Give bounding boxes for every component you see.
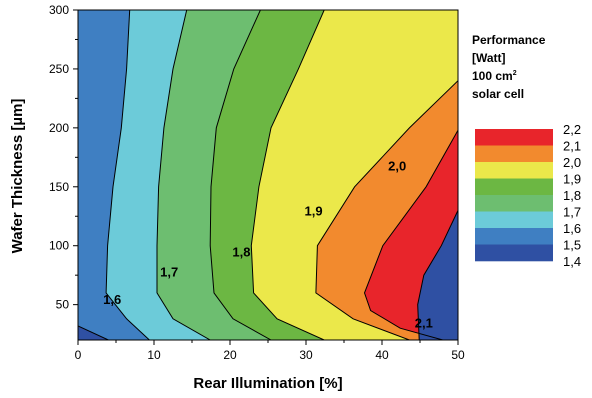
x-axis-title: Rear Illumination [%] — [193, 375, 342, 392]
legend-level-label: 2,2 — [563, 122, 581, 137]
y-tick-label: 300 — [49, 3, 69, 17]
y-tick-label: 150 — [49, 180, 69, 194]
contour-line-1,9 — [250, 10, 325, 340]
legend-level-label: 2,1 — [563, 139, 581, 154]
contour-line-2,1 — [363, 129, 458, 340]
legend-swatch-1,6 — [475, 228, 553, 245]
legend-level-label: 1,7 — [563, 205, 581, 220]
legend-level-label: 1,8 — [563, 188, 581, 203]
contour-label: 1,6 — [103, 292, 121, 307]
legend-title-line-2: [Watt] — [472, 51, 506, 65]
contour-line-2,2 — [417, 210, 458, 340]
contour-line-1,6 — [105, 10, 150, 340]
contour-label: 2,0 — [388, 159, 406, 174]
x-tick-label: 50 — [451, 348, 465, 362]
legend-title-line-3: 100 cm2 — [472, 69, 517, 83]
legend-level-label: 2,0 — [563, 155, 581, 170]
legend-swatch-1,7 — [475, 211, 553, 229]
contour-line-2,0 — [315, 80, 458, 340]
x-tick-label: 20 — [223, 348, 237, 362]
contour-label: 1,9 — [305, 203, 323, 218]
x-tick-label: 30 — [299, 348, 313, 362]
y-tick-label: 100 — [49, 239, 69, 253]
legend-level-label: 1,4 — [563, 254, 581, 269]
legend-swatch-2,1 — [475, 145, 553, 163]
legend-swatch-2,2 — [475, 129, 553, 146]
contour-label: 1,8 — [232, 245, 250, 260]
legend-swatch-1,5 — [475, 244, 553, 262]
legend-title-line-4: solar cell — [472, 87, 524, 101]
legend: Performance [Watt] 100 cm2 solar cell 2,… — [472, 33, 581, 269]
y-tick-label: 50 — [56, 298, 70, 312]
x-tick-label: 10 — [147, 348, 161, 362]
legend-level-label: 1,5 — [563, 238, 581, 253]
y-tick-label: 250 — [49, 62, 69, 76]
legend-swatch-1,8 — [475, 195, 553, 212]
contour-line-1,8 — [209, 10, 272, 340]
contour-label: 1,7 — [160, 265, 178, 280]
contour-line-1,7 — [156, 10, 211, 340]
contour-line-1,5 — [78, 325, 109, 340]
band-1,4-1,5 — [417, 210, 458, 340]
legend-title-line-1: Performance — [472, 33, 546, 47]
legend-level-label: 1,6 — [563, 221, 581, 236]
contour-label: 2,1 — [415, 315, 433, 330]
legend-swatch-2,0 — [475, 162, 553, 179]
y-tick-label: 200 — [49, 121, 69, 135]
x-tick-label: 0 — [75, 348, 82, 362]
y-axis-title: Wafer Thickness [µm] — [9, 99, 26, 254]
legend-swatch-1,9 — [475, 178, 553, 196]
plot-area — [78, 10, 458, 340]
x-tick-label: 40 — [375, 348, 389, 362]
legend-level-label: 1,9 — [563, 172, 581, 187]
